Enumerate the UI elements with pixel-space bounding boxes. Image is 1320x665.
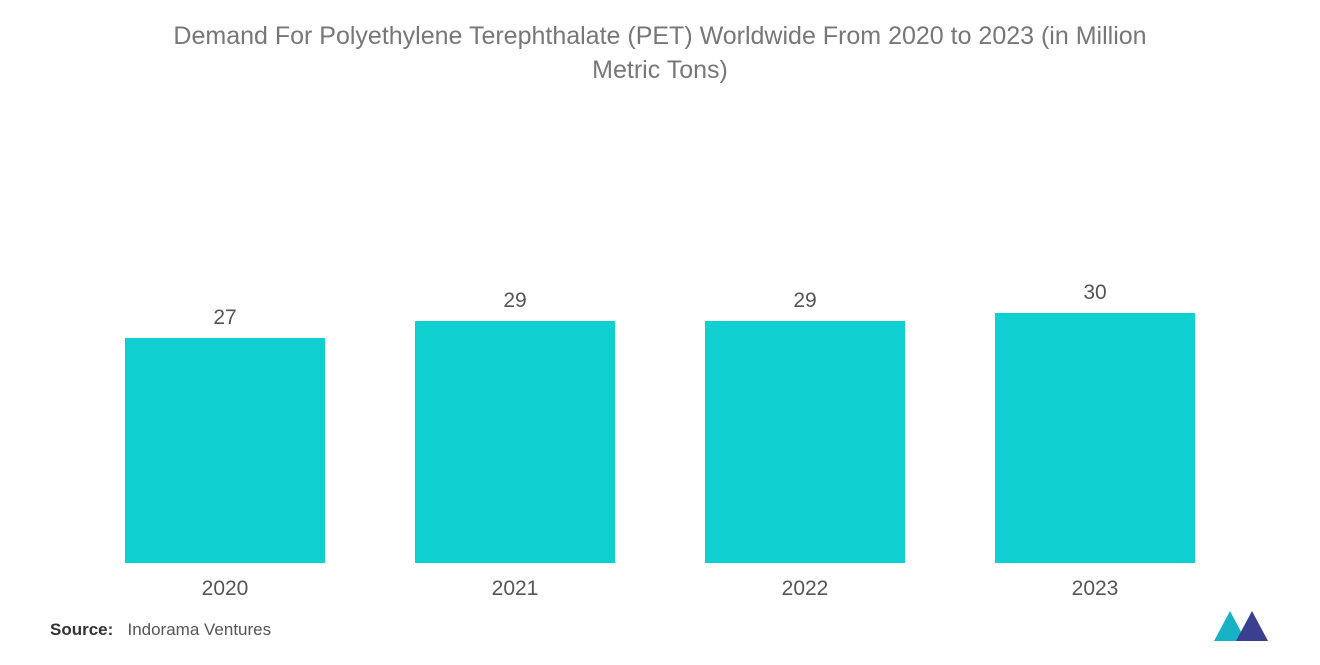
bar-plot: 27 29 29 30 bbox=[50, 143, 1270, 563]
bar-value-label: 30 bbox=[1083, 281, 1106, 305]
logo-triangle-right bbox=[1236, 611, 1268, 641]
bar bbox=[415, 321, 615, 563]
bar-group: 30 bbox=[995, 281, 1195, 563]
bar bbox=[705, 321, 905, 563]
chart-container: Demand For Polyethylene Terephthalate (P… bbox=[0, 0, 1320, 665]
x-tick-label: 2022 bbox=[705, 577, 905, 601]
source-line: Source: Indorama Ventures bbox=[50, 620, 271, 640]
bar bbox=[995, 313, 1195, 563]
bar-value-label: 29 bbox=[503, 289, 526, 313]
brand-logo bbox=[1212, 609, 1272, 643]
x-tick-label: 2023 bbox=[995, 577, 1195, 601]
bar-group: 27 bbox=[125, 306, 325, 563]
bar-value-label: 29 bbox=[793, 289, 816, 313]
bar bbox=[125, 338, 325, 563]
x-tick-label: 2021 bbox=[415, 577, 615, 601]
x-axis-labels: 2020 2021 2022 2023 bbox=[50, 577, 1270, 601]
source-text: Indorama Ventures bbox=[127, 620, 271, 639]
chart-title: Demand For Polyethylene Terephthalate (P… bbox=[140, 20, 1180, 88]
source-label: Source: bbox=[50, 620, 113, 639]
x-tick-label: 2020 bbox=[125, 577, 325, 601]
bar-group: 29 bbox=[415, 289, 615, 563]
bar-value-label: 27 bbox=[213, 306, 236, 330]
bar-group: 29 bbox=[705, 289, 905, 563]
